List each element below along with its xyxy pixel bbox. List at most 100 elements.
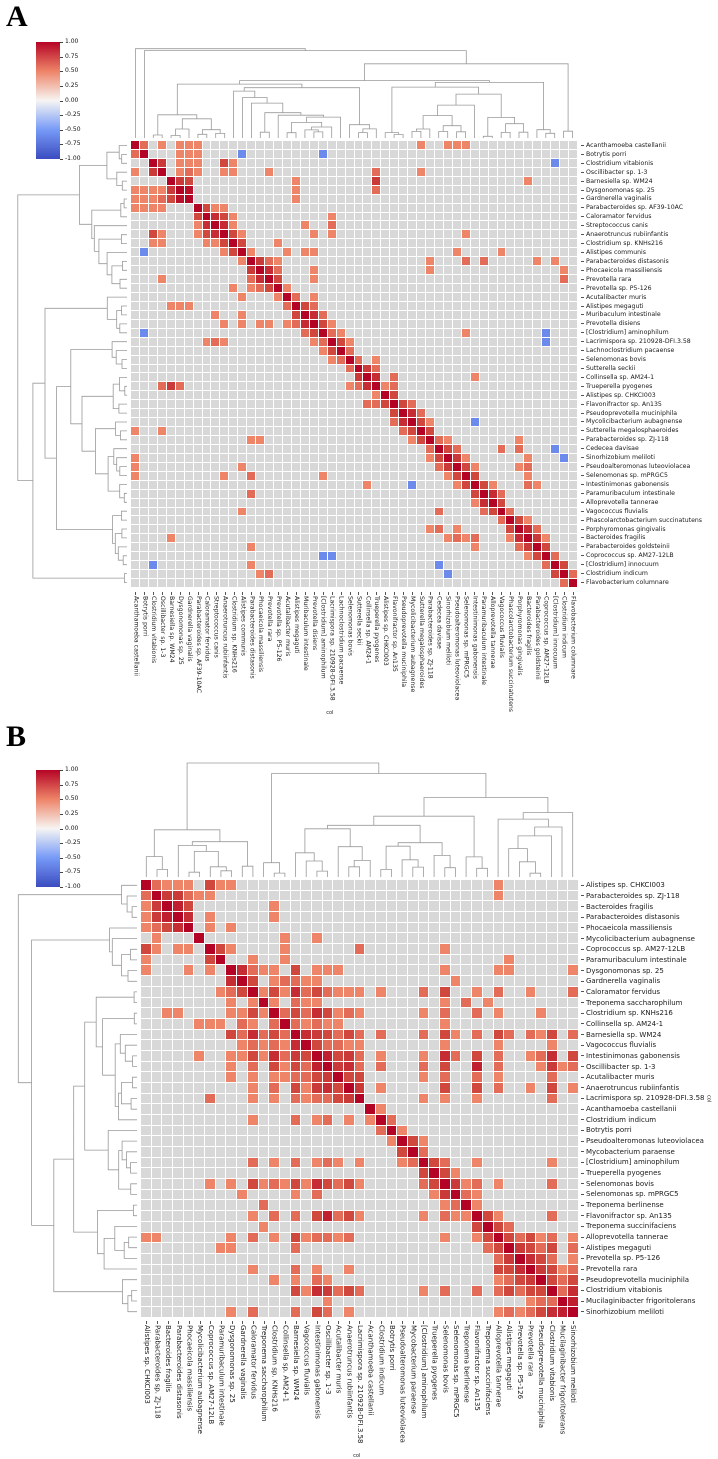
heatmap-cell bbox=[139, 230, 148, 239]
heatmap-cell bbox=[237, 912, 247, 922]
heatmap-cell bbox=[226, 1285, 237, 1296]
heatmap-cell bbox=[256, 266, 265, 275]
heatmap-cell bbox=[542, 507, 551, 516]
heatmap-cell bbox=[536, 1296, 546, 1307]
heatmap-cell bbox=[560, 418, 569, 427]
heatmap-cell bbox=[265, 292, 274, 301]
heatmap-cell bbox=[301, 890, 311, 901]
heatmap-cell bbox=[291, 579, 300, 587]
heatmap-cell bbox=[493, 1093, 504, 1104]
heatmap-cell bbox=[390, 248, 399, 257]
heatmap-cell bbox=[372, 400, 381, 409]
heatmap-cell bbox=[309, 480, 318, 489]
heatmap-cell bbox=[300, 364, 309, 373]
colorbar-tick bbox=[60, 799, 63, 801]
heatmap-cell bbox=[557, 1253, 568, 1264]
heatmap-cell bbox=[345, 525, 354, 534]
heatmap-cell bbox=[533, 489, 542, 498]
heatmap-cell bbox=[211, 480, 220, 489]
heatmap-cell bbox=[139, 525, 148, 534]
column-label: Pseudoalteromonas luteoviolacea bbox=[452, 592, 461, 700]
heatmap-cell bbox=[327, 310, 336, 319]
heatmap-cell bbox=[381, 552, 390, 561]
heatmap-cell bbox=[175, 212, 184, 221]
heatmap-cell bbox=[461, 1072, 472, 1082]
heatmap-cell bbox=[290, 1040, 301, 1050]
heatmap-cell bbox=[336, 543, 345, 552]
heatmap-cell bbox=[560, 221, 569, 230]
heatmap-cell bbox=[551, 167, 560, 176]
heatmap-cell bbox=[497, 525, 506, 534]
heatmap-cell bbox=[237, 965, 247, 976]
heatmap-cell bbox=[318, 462, 327, 471]
heatmap-cell bbox=[504, 1307, 514, 1317]
heatmap-cell bbox=[470, 453, 479, 462]
heatmap-cell bbox=[488, 480, 497, 489]
heatmap-cell bbox=[327, 534, 336, 543]
heatmap-cell bbox=[434, 444, 443, 453]
heatmap-cell bbox=[515, 275, 524, 284]
row-label: Clostridium sp. KNHs216 bbox=[581, 1008, 673, 1019]
heatmap-cell bbox=[399, 266, 408, 275]
heatmap-cell bbox=[417, 534, 426, 543]
heatmap-cell bbox=[408, 1285, 418, 1296]
heatmap-cell bbox=[493, 944, 504, 954]
heatmap-cell bbox=[157, 194, 166, 203]
heatmap-cell bbox=[211, 301, 220, 310]
heatmap-cell bbox=[443, 525, 452, 534]
heatmap-cell bbox=[560, 462, 569, 471]
heatmap-cell bbox=[318, 543, 327, 552]
heatmap-cell bbox=[157, 489, 166, 498]
heatmap-cell bbox=[381, 453, 390, 462]
heatmap-cell bbox=[461, 1307, 472, 1317]
heatmap-cell bbox=[151, 912, 162, 922]
heatmap-cell bbox=[166, 176, 175, 185]
heatmap-cell bbox=[376, 1168, 386, 1179]
heatmap-cell bbox=[557, 1018, 568, 1029]
heatmap-cell bbox=[345, 266, 354, 275]
heatmap-cell bbox=[551, 266, 560, 275]
colorbar-tick-label: 0.00 bbox=[65, 96, 79, 104]
heatmap-cell bbox=[390, 364, 399, 373]
heatmap-cell bbox=[258, 1072, 269, 1082]
heatmap-cell bbox=[417, 185, 426, 194]
heatmap-cell bbox=[390, 257, 399, 266]
heatmap-cell bbox=[560, 355, 569, 364]
heatmap-cell bbox=[551, 516, 560, 525]
heatmap-cell bbox=[536, 997, 546, 1008]
heatmap-cell bbox=[568, 1200, 578, 1211]
heatmap-cell bbox=[390, 328, 399, 337]
heatmap-cell bbox=[229, 453, 238, 462]
heatmap-cell bbox=[482, 1221, 493, 1232]
heatmap-cell bbox=[345, 149, 354, 158]
heatmap-cell bbox=[282, 462, 291, 471]
heatmap-cell bbox=[443, 203, 452, 212]
heatmap-cell bbox=[258, 986, 269, 997]
heatmap-cell bbox=[141, 1136, 151, 1147]
heatmap-cell bbox=[238, 507, 247, 516]
column-label: Alloprevotella tannerae bbox=[493, 1321, 504, 1407]
heatmap-cell bbox=[345, 418, 354, 427]
heatmap-cell bbox=[311, 944, 322, 954]
heatmap-cell bbox=[193, 185, 202, 194]
heatmap-cell bbox=[162, 1243, 173, 1253]
heatmap-cell bbox=[363, 239, 372, 248]
heatmap-cell bbox=[551, 212, 560, 221]
heatmap-cell bbox=[291, 480, 300, 489]
heatmap-cell bbox=[390, 507, 399, 516]
heatmap-cell bbox=[506, 436, 515, 444]
heatmap-cell bbox=[434, 212, 443, 221]
heatmap-cell bbox=[461, 409, 470, 418]
heatmap-cell bbox=[162, 933, 173, 944]
heatmap-cell bbox=[202, 400, 211, 409]
heatmap-cell bbox=[333, 965, 343, 976]
heatmap-cell bbox=[205, 880, 215, 890]
heatmap-cell bbox=[166, 507, 175, 516]
heatmap-cell bbox=[417, 141, 426, 149]
heatmap-cell bbox=[434, 453, 443, 462]
colorbar-tick bbox=[60, 56, 63, 58]
heatmap-cell bbox=[291, 507, 300, 516]
heatmap-cell bbox=[372, 203, 381, 212]
heatmap-cell bbox=[450, 1136, 461, 1147]
heatmap-cell bbox=[274, 346, 282, 355]
